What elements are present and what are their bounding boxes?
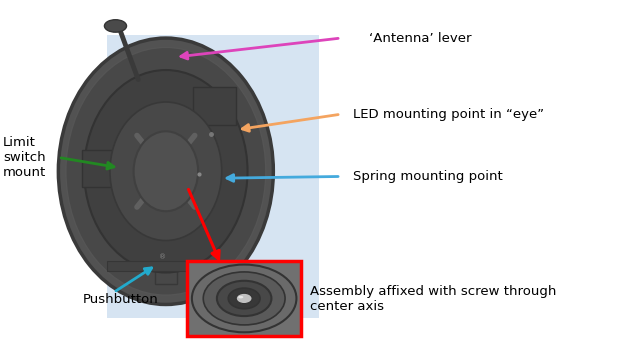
- Bar: [187, 261, 301, 336]
- Text: ‘Antenna’ lever: ‘Antenna’ lever: [369, 31, 471, 45]
- Ellipse shape: [217, 281, 271, 316]
- Text: Limit
switch
mount: Limit switch mount: [3, 136, 46, 179]
- FancyBboxPatch shape: [108, 35, 320, 318]
- Text: Assembly affixed with screw through
center axis: Assembly affixed with screw through cent…: [310, 285, 557, 313]
- Ellipse shape: [238, 296, 243, 298]
- Text: Spring mounting point: Spring mounting point: [353, 170, 503, 183]
- Ellipse shape: [192, 265, 297, 332]
- Ellipse shape: [110, 102, 221, 240]
- Ellipse shape: [203, 272, 285, 325]
- Text: Pushbutton: Pushbutton: [83, 293, 159, 306]
- Text: ®: ®: [159, 255, 166, 261]
- FancyBboxPatch shape: [155, 264, 177, 284]
- Ellipse shape: [134, 131, 198, 211]
- FancyBboxPatch shape: [193, 87, 236, 125]
- Text: LED mounting point in “eye”: LED mounting point in “eye”: [353, 108, 544, 121]
- Circle shape: [104, 20, 126, 32]
- FancyBboxPatch shape: [82, 150, 112, 187]
- Ellipse shape: [236, 293, 252, 303]
- Ellipse shape: [66, 47, 266, 295]
- Ellipse shape: [58, 38, 273, 304]
- Ellipse shape: [228, 288, 260, 309]
- Ellipse shape: [84, 70, 248, 273]
- FancyBboxPatch shape: [107, 261, 225, 271]
